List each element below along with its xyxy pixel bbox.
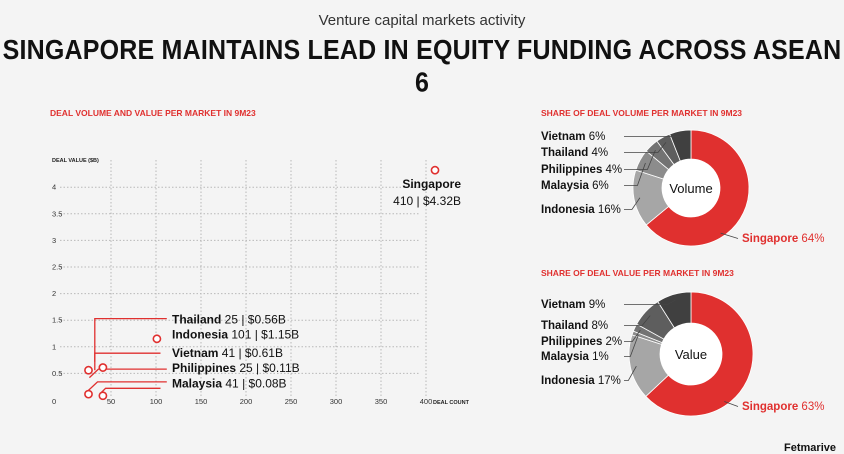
x-tick-label: 0	[52, 397, 56, 406]
donut-label-name: Malaysia	[541, 180, 590, 192]
x-tick-label: 100	[150, 397, 163, 406]
donut-label-singapore: Singapore 64%	[742, 233, 824, 245]
page-title: SINGAPORE MAINTAINS LEAD IN EQUITY FUNDI…	[0, 35, 844, 100]
data-point-philippines	[85, 391, 92, 398]
point-label-name: Philippines	[172, 361, 236, 375]
y-tick-label: 2	[52, 289, 56, 298]
donut-label-name: Malaysia	[541, 351, 590, 363]
donut-label: Malaysia 6%	[541, 180, 609, 192]
point-label: Thailand 25 | $0.56B	[172, 313, 286, 327]
donut-label-name: Thailand	[541, 147, 588, 159]
value-donut-title: SHARE OF DEAL VALUE PER MARKET IN 9M23	[541, 268, 734, 278]
data-point-vietnam	[99, 364, 106, 371]
donut-label-name: Thailand	[541, 320, 588, 332]
leader-line	[100, 388, 160, 393]
donut-label-value: 8%	[588, 320, 608, 332]
donut-label-name: Philippines	[541, 336, 602, 348]
x-tick-label: 150	[195, 397, 208, 406]
donut-label-value: 16%	[595, 204, 621, 216]
donut-label-name: Philippines	[541, 164, 602, 176]
donut-center-label: Volume	[669, 181, 712, 196]
publisher-logo: Fetmarive	[784, 442, 836, 454]
donut-label: Thailand 4%	[541, 147, 608, 159]
leader-line	[87, 382, 167, 392]
y-tick-label: 1	[52, 342, 56, 351]
donut-label: Thailand 8%	[541, 320, 608, 332]
x-tick-label: 250	[285, 397, 298, 406]
x-axis-label: DEAL COUNT	[433, 400, 470, 406]
x-tick-label: 350	[375, 397, 388, 406]
volume-donut-title: SHARE OF DEAL VOLUME PER MARKET IN 9M23	[541, 108, 742, 118]
x-tick-label: 300	[330, 397, 343, 406]
point-label-name: Thailand	[172, 313, 221, 327]
y-tick-label: 1.5	[52, 316, 62, 325]
point-label-name: Vietnam	[172, 346, 218, 360]
point-label-detail: 410 | $4.32B	[393, 194, 461, 208]
scatter-chart: DEAL VALUE ($B) 0 50 100 150 200 250 300 350 400 0…	[0, 150, 480, 450]
leader-line	[95, 319, 167, 371]
point-label-detail: 25 | $0.11B	[236, 361, 300, 375]
donut-label-value: 17%	[595, 375, 621, 387]
data-point-thailand	[85, 367, 92, 374]
x-tick-label: 200	[240, 397, 253, 406]
donut-label-name: Singapore	[742, 401, 798, 413]
donut-center-label: Value	[675, 347, 707, 362]
point-label: Indonesia 101 | $1.15B	[172, 328, 299, 342]
point-label-detail: 101 | $1.15B	[228, 328, 299, 342]
donut-label-name: Indonesia	[541, 204, 595, 216]
leader-line	[95, 353, 161, 362]
donut-label: Philippines 2%	[541, 336, 622, 348]
donut-label-value: 1%	[589, 351, 609, 363]
y-tick-label: 0.5	[52, 369, 62, 378]
donut-label: Indonesia 16%	[541, 204, 621, 216]
donut-label: Vietnam 9%	[541, 299, 605, 311]
donut-label-value: 6%	[589, 180, 609, 192]
point-label-name: Singapore	[402, 177, 461, 191]
point-label-name: Malaysia	[172, 377, 222, 391]
point-label-detail: 41 | $0.61B	[218, 346, 283, 360]
donut-label: Philippines 4%	[541, 164, 622, 176]
donut-label-value: 2%	[602, 336, 622, 348]
donut-label-name: Indonesia	[541, 375, 595, 387]
x-tick-label: 50	[107, 397, 115, 406]
y-axis-label: DEAL VALUE ($B)	[52, 158, 99, 164]
value-donut-chart: Value Vietnam 9% Thailand 8% Philippines 2%…	[524, 284, 844, 434]
data-point-singapore	[431, 167, 438, 174]
donut-label-name: Vietnam	[541, 131, 586, 143]
data-point-indonesia	[153, 335, 160, 342]
point-label-detail: 41 | $0.08B	[222, 377, 287, 391]
point-label: Malaysia 41 | $0.08B	[172, 377, 287, 391]
donut-label-name: Vietnam	[541, 299, 586, 311]
donut-label-value: 9%	[586, 299, 606, 311]
donut-label: Malaysia 1%	[541, 351, 609, 363]
point-label-detail: 25 | $0.56B	[221, 313, 286, 327]
point-label-name: Indonesia	[172, 328, 228, 342]
page-subtitle: Venture capital markets activity	[0, 12, 844, 29]
donut-label-value: 64%	[798, 233, 824, 245]
y-tick-label: 3.5	[52, 209, 62, 218]
x-tick-label: 400	[420, 397, 433, 406]
y-tick-label: 3	[52, 236, 56, 245]
donut-label-value: 4%	[602, 164, 622, 176]
point-label: Vietnam 41 | $0.61B	[172, 346, 283, 360]
data-point-malaysia	[99, 392, 106, 399]
donut-label: Vietnam 6%	[541, 131, 605, 143]
donut-label-value: 63%	[798, 401, 824, 413]
donut-label-value: 4%	[588, 147, 608, 159]
y-tick-label: 4	[52, 183, 56, 192]
scatter-title: DEAL VOLUME AND VALUE PER MARKET IN 9M23	[50, 108, 256, 118]
point-label: Philippines 25 | $0.11B	[172, 361, 300, 375]
donut-label-value: 6%	[586, 131, 606, 143]
donut-label: Indonesia 17%	[541, 375, 621, 387]
donut-label-name: Singapore	[742, 233, 798, 245]
donut-label-singapore: Singapore 63%	[742, 401, 824, 413]
y-tick-label: 2.5	[52, 263, 62, 272]
